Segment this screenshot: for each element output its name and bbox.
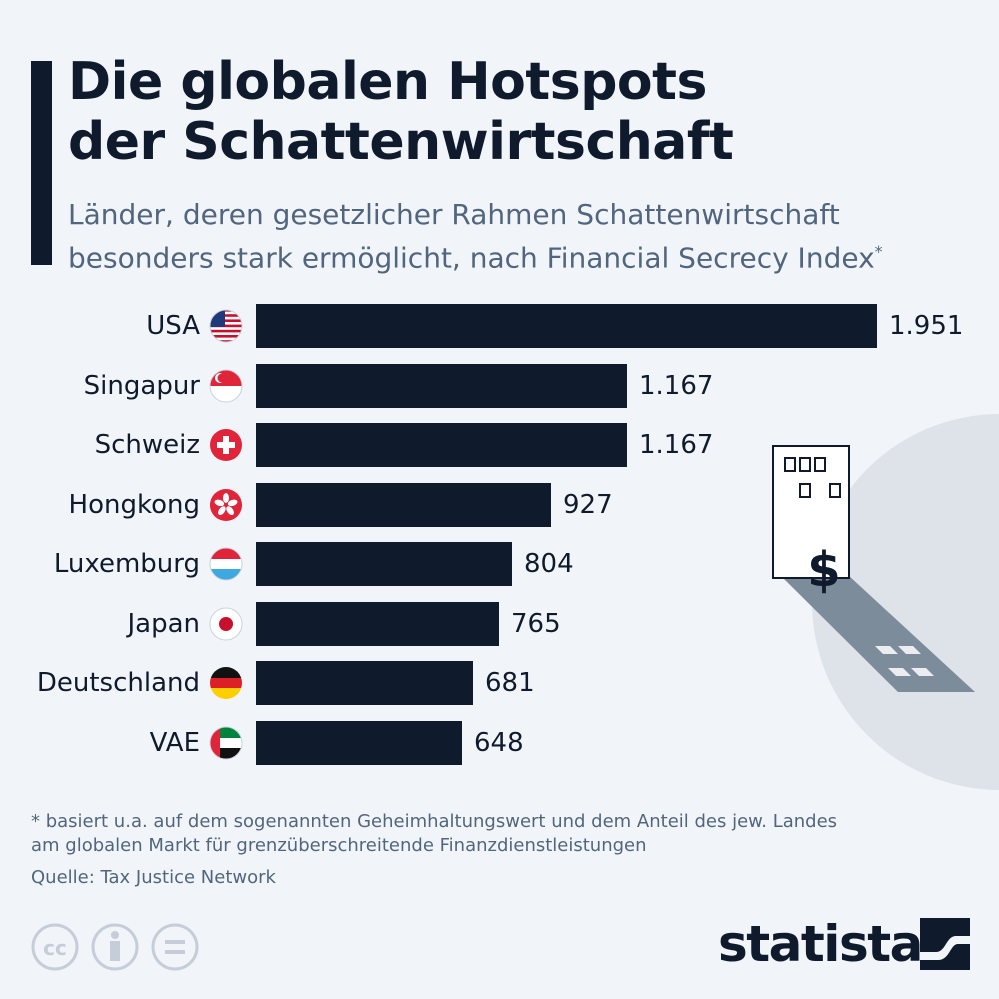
subtitle-line-1: Länder, deren gesetzlicher Rahmen Schatt…: [68, 198, 840, 231]
category-label: Hongkong: [68, 490, 200, 520]
chart-row-japan: Japan 765: [0, 602, 999, 646]
switzerland-flag-icon: [210, 429, 242, 461]
bar-schweiz: [256, 423, 627, 467]
category-label: Schweiz: [94, 430, 200, 460]
value-label: 804: [524, 549, 574, 579]
subtitle-line-2: besonders stark ermöglicht, nach Financi…: [68, 241, 875, 275]
no-derivatives-icon: [151, 923, 199, 971]
bar-usa: [256, 304, 877, 348]
value-label: 1.167: [639, 371, 714, 401]
bar-hongkong: [256, 483, 551, 527]
chart-row-luxemburg: Luxemburg 804: [0, 542, 999, 586]
germany-flag-icon: [210, 667, 242, 699]
title-line-2: der Schattenwirtschaft: [68, 112, 734, 172]
category-label: Japan: [127, 609, 200, 639]
category-label: Deutschland: [36, 668, 200, 698]
chart-row-deutschland: Deutschland 681: [0, 661, 999, 705]
subtitle-footnote-mark: *: [874, 242, 883, 261]
title-accent-bar: [31, 61, 52, 265]
dollar-sign: $: [807, 542, 840, 598]
category-label: Singapur: [83, 371, 200, 401]
title-line-1: Die globalen Hotspots: [68, 52, 707, 112]
chart-row-hongkong: Hongkong 927: [0, 483, 999, 527]
hongkong-flag-icon: [210, 489, 242, 521]
value-label: 1.951: [889, 311, 964, 341]
bar-japan: [256, 602, 499, 646]
bar-singapur: [256, 364, 627, 408]
category-label: Luxemburg: [53, 549, 200, 579]
statista-logo-icon: [920, 918, 970, 970]
luxembourg-flag-icon: [209, 547, 243, 581]
chart-row-schweiz: Schweiz 1.167: [0, 423, 999, 467]
cc-icon: [31, 923, 79, 971]
bar-luxemburg: [256, 542, 512, 586]
value-label: 765: [511, 609, 561, 639]
uae-flag-icon: [209, 726, 243, 760]
bar-chart: USA 1.951 Singapur: [0, 290, 999, 780]
svg-text:cc: cc: [43, 936, 67, 960]
value-label: 1.167: [639, 430, 714, 460]
bar-deutschland: [256, 661, 473, 705]
japan-flag-icon: [209, 607, 243, 641]
category-label: VAE: [149, 728, 200, 758]
chart-row-singapur: Singapur 1.167: [0, 364, 999, 408]
chart-title: Die globalen Hotspots der Schattenwirtsc…: [68, 52, 968, 172]
license-icons: cc: [31, 923, 199, 971]
value-label: 648: [474, 728, 524, 758]
chart-row-usa: USA 1.951: [0, 304, 999, 348]
statista-logo-text: statista: [718, 915, 923, 973]
footnote: * basiert u.a. auf dem sogenannten Gehei…: [31, 811, 838, 856]
singapore-flag-icon: [209, 369, 243, 403]
chart-row-vae: VAE 648: [0, 721, 999, 765]
category-label: USA: [146, 311, 200, 341]
source-note: Quelle: Tax Justice Network: [31, 867, 276, 888]
value-label: 681: [485, 668, 535, 698]
us-flag-icon: [209, 309, 243, 343]
chart-subtitle: Länder, deren gesetzlicher Rahmen Schatt…: [68, 196, 978, 276]
bar-vae: [256, 721, 462, 765]
value-label: 927: [563, 490, 613, 520]
building-shadow-illustration: $: [772, 414, 999, 790]
attribution-icon: [91, 923, 139, 971]
